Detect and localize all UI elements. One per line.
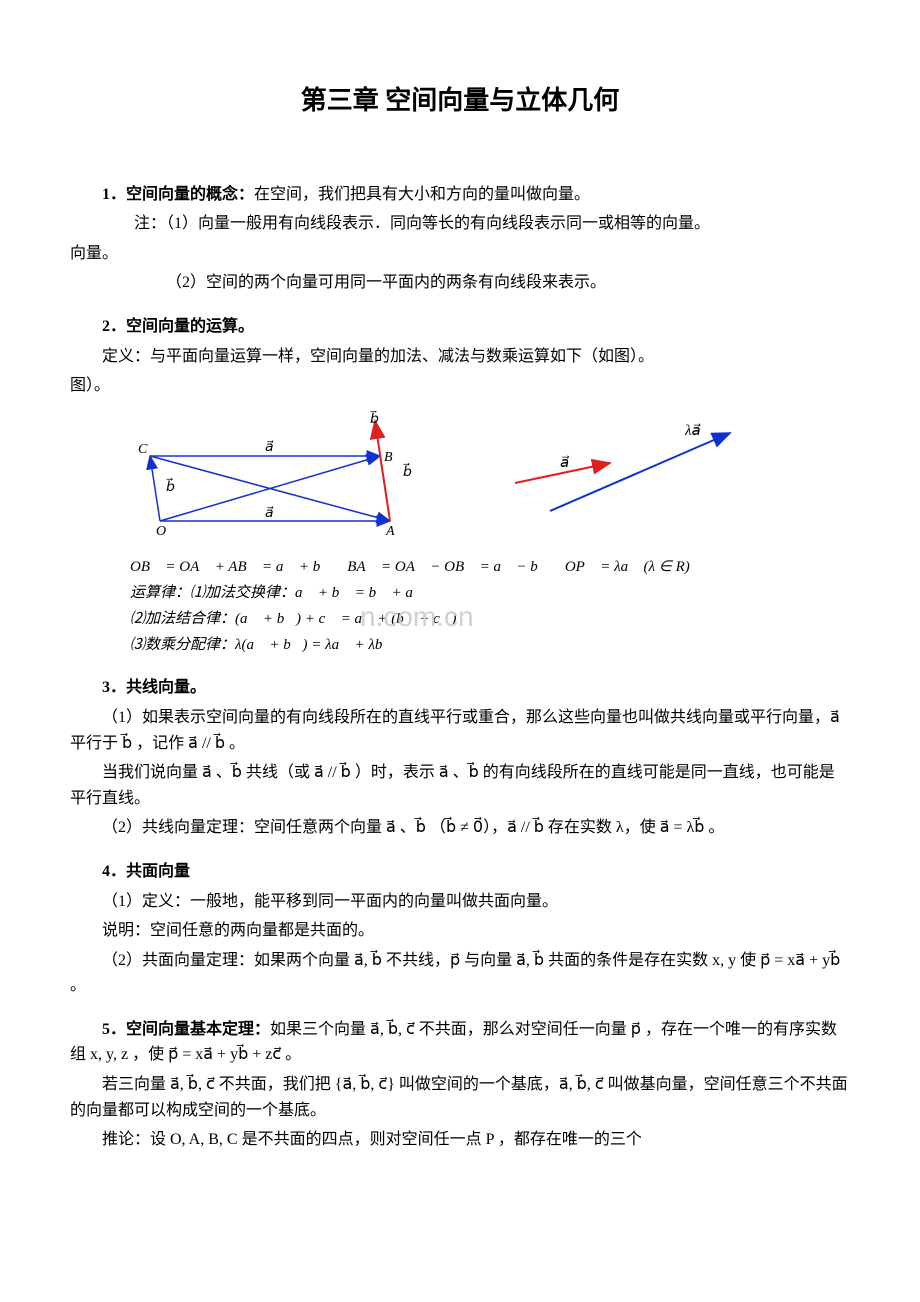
section-4: 4．共面向量 （1）定义：一般地，能平移到同一平面内的向量叫做共面向量。 说明：… (70, 859, 850, 999)
s4-p1: （1）定义：一般地，能平移到同一平面内的向量叫做共面向量。 (70, 889, 850, 915)
f2-label: 运算律： (130, 585, 190, 601)
s1-note1: 注：（1）向量一般用有向线段表示．同向等长的有向线段表示同一或相等的向量。 (70, 211, 850, 237)
s1-title: 空间向量的概念： (126, 186, 254, 203)
svg-text:a⃗: a⃗ (265, 506, 274, 521)
s2-heading: 2．空间向量的运算。 (70, 314, 850, 340)
s2-formulas: OB⃗ = OA⃗ + AB⃗ = a⃗ + b⃗ ；BA⃗ = OA⃗ − O… (130, 555, 850, 657)
svg-text:O: O (156, 524, 166, 539)
s3-num: 3． (102, 679, 126, 696)
vector-diagram: O A B C a⃗ a⃗ b⃗ b⃗ b⃗ a⃗ λa⃗ (130, 411, 850, 550)
s4-p3: （2）共面向量定理：如果两个向量 a⃗, b⃗ 不共线，p⃗ 与向量 a⃗, b… (70, 948, 850, 999)
svg-text:C: C (138, 442, 148, 457)
svg-text:λa⃗: λa⃗ (684, 423, 701, 439)
s5-p2: 若三向量 a⃗, b⃗, c⃗ 不共面，我们把 {a⃗, b⃗, c⃗} 叫做空… (70, 1072, 850, 1123)
section-2: 2．空间向量的运算。 定义：与平面向量运算一样，空间向量的加法、减法与数乘运算如… (70, 314, 850, 657)
s2-body2: 图）。 (70, 373, 850, 399)
s1-note2: （2）空间的两个向量可用同一平面内的两条有向线段来表示。 (70, 270, 850, 296)
section-5: 5．空间向量基本定理：如果三个向量 a⃗, b⃗, c⃗ 不共面，那么对空间任一… (70, 1017, 850, 1153)
s3-p1: （1）如果表示空间向量的有向线段所在的直线平行或重合，那么这些向量也叫做共线向量… (70, 705, 850, 756)
s4-num: 4． (102, 863, 126, 880)
s3-p2: 当我们说向量 a⃗ 、b⃗ 共线（或 a⃗ // b⃗ ）时，表示 a⃗ 、b⃗… (70, 760, 850, 811)
s1-body: 在空间，我们把具有大小和方向的量叫做向量。 (254, 186, 590, 203)
svg-text:B: B (384, 450, 393, 465)
formula-1: OB⃗ = OA⃗ + AB⃗ = a⃗ + b⃗ ；BA⃗ = OA⃗ − O… (130, 555, 850, 579)
svg-text:a⃗: a⃗ (560, 455, 569, 471)
s5-title: 空间向量基本定理： (126, 1021, 270, 1038)
formula-2: 运算律：⑴加法交换律：a⃗ + b⃗ = b⃗ + a⃗ (130, 581, 850, 605)
s4-heading: 4．共面向量 (70, 859, 850, 885)
diagram-svg: O A B C a⃗ a⃗ b⃗ b⃗ b⃗ a⃗ λa⃗ (130, 411, 750, 541)
section-3: 3．共线向量。 （1）如果表示空间向量的有向线段所在的直线平行或重合，那么这些向… (70, 675, 850, 841)
svg-text:b⃗: b⃗ (403, 462, 412, 480)
svg-text:A: A (385, 524, 395, 539)
s4-title: 共面向量 (126, 863, 190, 880)
formula-3: ⑵加法结合律：(a⃗ + b⃗) + c⃗ = a⃗ + (b⃗ + c⃗) (130, 607, 850, 631)
s3-heading: 3．共线向量。 (70, 675, 850, 701)
s2-num: 2． (102, 318, 126, 335)
s4-p2: 说明：空间任意的两向量都是共面的。 (70, 918, 850, 944)
s5-num: 5． (102, 1021, 126, 1038)
s1-note1b: 向量。 (70, 241, 850, 267)
s2-title: 空间向量的运算。 (126, 318, 254, 335)
section-1: 1．空间向量的概念：在空间，我们把具有大小和方向的量叫做向量。 注：（1）向量一… (70, 182, 850, 296)
svg-text:b⃗: b⃗ (370, 411, 379, 427)
s1-heading: 1．空间向量的概念：在空间，我们把具有大小和方向的量叫做向量。 (70, 182, 850, 208)
page-title: 第三章 空间向量与立体几何 (70, 80, 850, 122)
s2-body: 定义：与平面向量运算一样，空间向量的加法、减法与数乘运算如下（如图）。 (70, 344, 850, 370)
s3-title: 共线向量。 (126, 679, 206, 696)
s5-heading: 5．空间向量基本定理：如果三个向量 a⃗, b⃗, c⃗ 不共面，那么对空间任一… (70, 1017, 850, 1068)
formula-4: ⑶数乘分配律：λ(a⃗ + b⃗) = λa⃗ + λb⃗ (130, 633, 850, 657)
s3-p3: （2）共线向量定理：空间任意两个向量 a⃗ 、b⃗ （b⃗ ≠ 0⃗），a⃗ /… (70, 815, 850, 841)
s5-p3: 推论：设 O, A, B, C 是不共面的四点，则对空间任一点 P ，都存在唯一… (70, 1127, 850, 1153)
f2-body: ⑴加法交换律：a⃗ + b⃗ = b⃗ + a⃗ (190, 585, 425, 601)
s1-num: 1． (102, 186, 126, 203)
svg-text:a⃗: a⃗ (265, 440, 274, 455)
svg-text:b⃗: b⃗ (166, 477, 175, 495)
